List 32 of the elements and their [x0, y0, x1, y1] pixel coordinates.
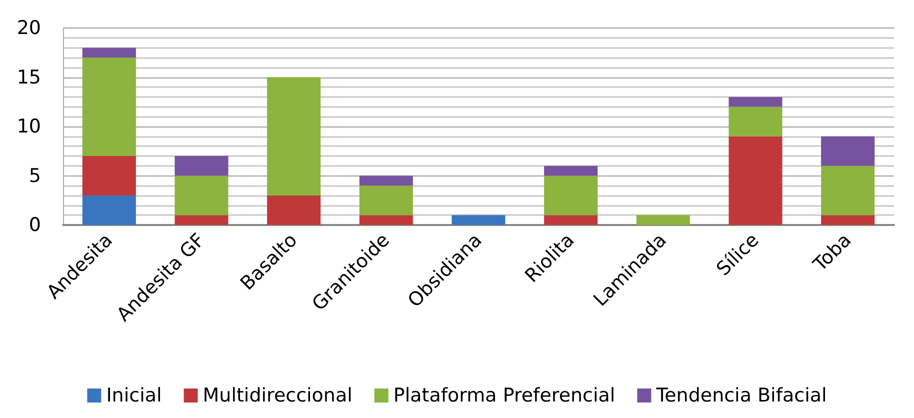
bar — [544, 176, 598, 216]
bar — [728, 106, 782, 136]
bar — [82, 195, 136, 225]
legend-label: Multidireccional — [202, 384, 352, 406]
bar — [82, 58, 136, 156]
bar — [728, 136, 782, 225]
bar — [544, 215, 598, 225]
bar — [174, 215, 228, 225]
bar — [82, 156, 136, 196]
bar — [82, 48, 136, 58]
y-tick-label: 15 — [16, 66, 41, 88]
bar — [267, 195, 321, 225]
y-tick-label: 10 — [16, 116, 41, 138]
bar — [728, 96, 782, 107]
legend-label: Plataforma Preferencial — [393, 384, 616, 406]
bar — [174, 156, 228, 176]
y-tick-label: 5 — [28, 164, 41, 187]
bar — [452, 215, 506, 225]
bar — [267, 77, 321, 196]
bar — [359, 215, 413, 225]
y-tick-label: 20 — [16, 17, 41, 39]
legend-label: Inicial — [106, 384, 162, 406]
bar — [174, 176, 228, 216]
bar — [544, 166, 598, 176]
bar — [636, 215, 690, 225]
bar — [359, 176, 413, 186]
bar — [359, 186, 413, 216]
bar — [821, 166, 875, 216]
y-tick-label: 0 — [28, 214, 41, 236]
legend-label: Tendencia Bifacial — [655, 384, 827, 406]
bar — [821, 136, 875, 166]
bar — [821, 215, 875, 225]
